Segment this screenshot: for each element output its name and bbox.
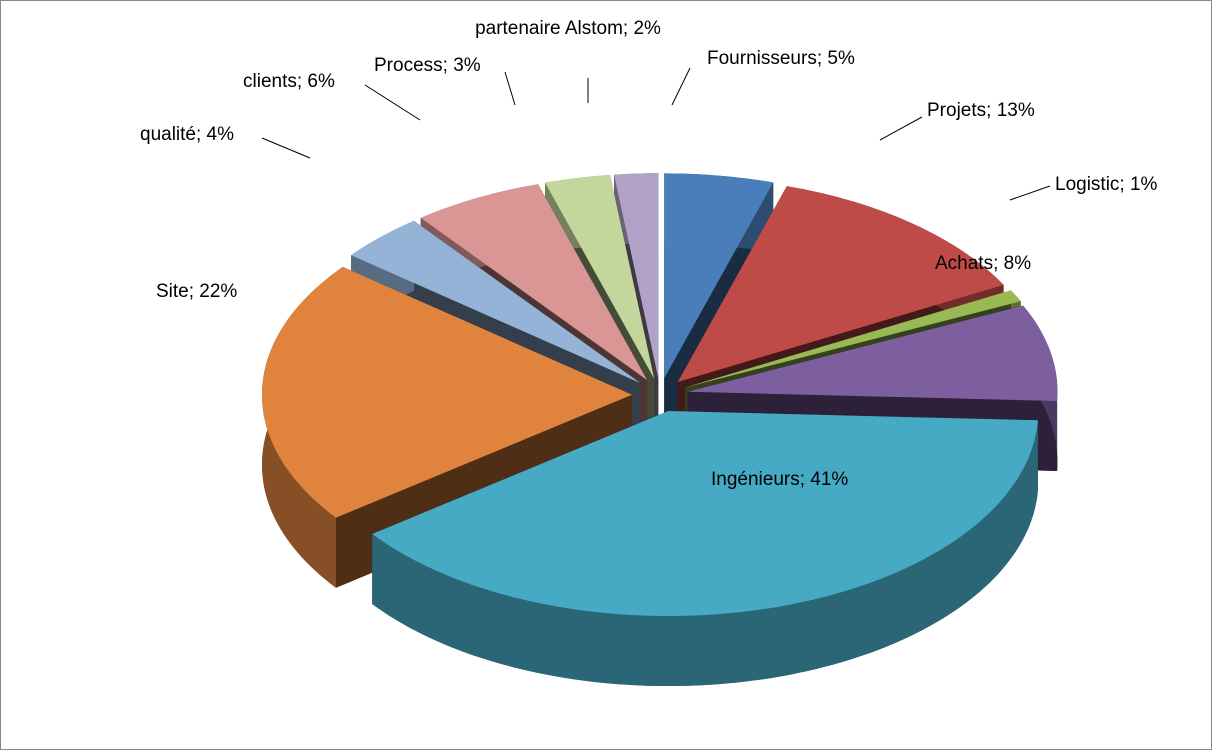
slice <box>614 173 659 379</box>
leader-line <box>1009 185 1051 201</box>
data-label: Achats; 8% <box>935 253 1032 274</box>
slice <box>351 220 641 384</box>
data-label: Ingénieurs; 41% <box>711 469 849 490</box>
leader-line <box>879 116 923 141</box>
data-label: Logistic; 1% <box>1055 174 1158 195</box>
slice <box>677 186 1004 383</box>
data-label: Site; 22% <box>156 281 238 302</box>
leader-line <box>261 137 311 159</box>
data-label: partenaire Alstom; 2% <box>475 18 661 39</box>
leader-line <box>364 84 421 121</box>
data-label: qualité; 4% <box>140 124 235 145</box>
slice <box>687 305 1058 401</box>
data-label: clients; 6% <box>243 71 335 92</box>
leader-line <box>671 67 691 106</box>
slice <box>685 290 1021 388</box>
slice <box>372 411 1038 616</box>
slice <box>262 266 633 518</box>
slice <box>664 173 774 379</box>
leader-line <box>504 71 516 106</box>
slice <box>420 184 648 381</box>
data-label: Projets; 13% <box>927 100 1035 121</box>
data-label: Process; 3% <box>374 55 481 76</box>
data-label: Fournisseurs; 5% <box>707 48 855 69</box>
slice <box>545 175 655 379</box>
slice-outer-side <box>372 420 1038 686</box>
